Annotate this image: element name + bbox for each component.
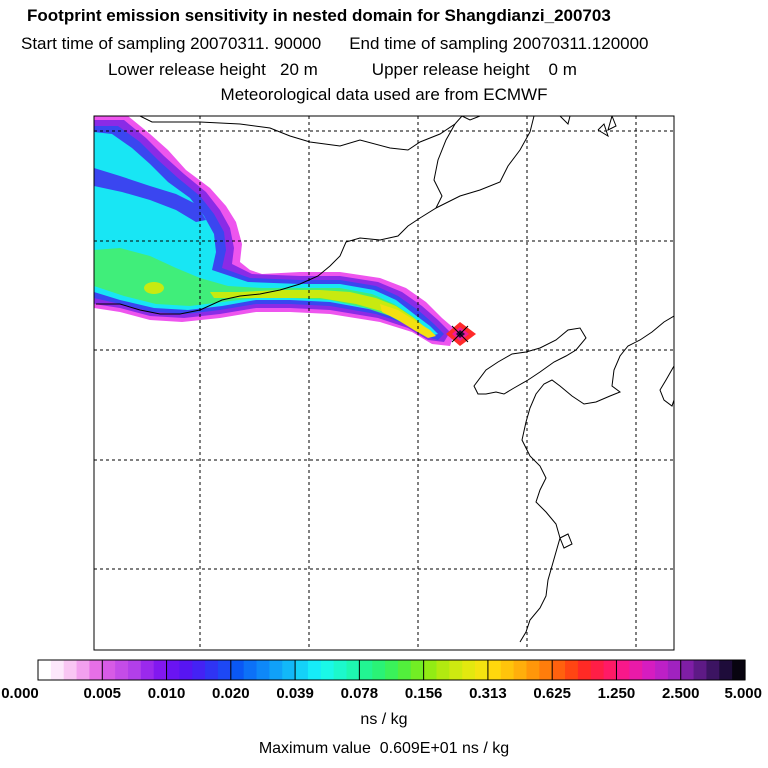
colorbar-swatch bbox=[642, 660, 656, 680]
colorbar-swatch bbox=[205, 660, 219, 680]
colorbar-swatch bbox=[667, 660, 682, 680]
colorbar-tick-label: 0.010 bbox=[148, 685, 186, 702]
plume-yellow-band bbox=[380, 304, 436, 338]
colorbar-swatch bbox=[462, 660, 476, 680]
colorbar-swatch bbox=[102, 660, 116, 680]
units-label: ns / kg bbox=[360, 711, 408, 728]
colorbar-swatch bbox=[140, 660, 155, 680]
source-cross bbox=[451, 325, 469, 343]
colorbar-tick-label: 5.000 bbox=[724, 685, 762, 702]
start-time-label: Start time of sampling 20070311. 90000 bbox=[21, 34, 322, 53]
plume-green-band bbox=[94, 248, 426, 332]
colorbar-swatch bbox=[449, 660, 463, 680]
colorbar-swatch bbox=[397, 660, 412, 680]
colorbar-swatch bbox=[230, 660, 245, 680]
colorbar-swatch bbox=[89, 660, 103, 680]
colorbar-swatch bbox=[732, 660, 746, 680]
colorbar-outline bbox=[37, 659, 746, 681]
colorbar-tick-label: 1.250 bbox=[598, 685, 636, 702]
colorbar-swatch bbox=[76, 660, 91, 680]
colorbar-swatch bbox=[680, 660, 695, 680]
colorbar-tick-labels: 0.000 0.005 0.010 0.020 0.039 0.078 0.156 0.313… bbox=[1, 660, 762, 702]
colorbar-tick-label: 2.500 bbox=[662, 685, 700, 702]
colorbar-swatch bbox=[307, 660, 322, 680]
colorbar-swatch bbox=[410, 660, 425, 680]
colorbar-swatch bbox=[282, 660, 296, 680]
max-value-label: Maximum value 0.609E+01 ns / kg bbox=[258, 740, 510, 757]
colorbar-tick-label: 0.625 bbox=[533, 685, 571, 702]
colorbar-swatch bbox=[590, 660, 605, 680]
colorbar-swatch bbox=[217, 660, 232, 680]
colorbar-swatch bbox=[243, 660, 258, 680]
colorbar-swatch bbox=[333, 660, 348, 680]
end-time-label: End time of sampling 20070311.120000 bbox=[349, 34, 649, 53]
colorbar-tick-label: 0.000 bbox=[1, 685, 39, 702]
sampling-times: Start time of sampling 20070311. 90000 En… bbox=[0, 34, 761, 54]
colorbar-tick-label: 0.039 bbox=[276, 685, 314, 702]
plume-blue-streak bbox=[94, 168, 206, 222]
colorbar-swatch bbox=[719, 660, 733, 680]
colorbar-swatch bbox=[38, 660, 52, 680]
colorbar-swatch bbox=[166, 660, 180, 680]
colorbar-swatch bbox=[320, 660, 335, 680]
colorbar-swatch bbox=[616, 660, 630, 680]
colorbar-swatch bbox=[552, 660, 566, 680]
colorbar-swatch bbox=[577, 660, 592, 680]
colorbar-tick-label: 0.005 bbox=[83, 685, 121, 702]
colorbar-swatch bbox=[655, 660, 669, 680]
colorbar-swatch bbox=[487, 660, 502, 680]
colorbar-tick-label: 0.313 bbox=[469, 685, 507, 702]
colorbar-swatch bbox=[50, 660, 65, 680]
colorbar-swatch bbox=[513, 660, 528, 680]
colorbar-swatch bbox=[269, 660, 283, 680]
colorbar-swatch bbox=[346, 660, 360, 680]
colorbar-swatch bbox=[629, 660, 643, 680]
colorbar-swatch bbox=[539, 660, 553, 680]
plume-green-blob bbox=[96, 264, 116, 280]
map-frame bbox=[93, 115, 675, 651]
lat-lon-grid bbox=[94, 116, 674, 650]
colorbar-swatch bbox=[436, 660, 450, 680]
colorbar-swatch bbox=[295, 660, 309, 680]
footprint-plume bbox=[94, 116, 674, 650]
colorbar-swatch bbox=[706, 660, 720, 680]
colorbar-swatch bbox=[359, 660, 373, 680]
coastlines bbox=[96, 116, 674, 643]
colorbar-swatch bbox=[153, 660, 168, 680]
colorbar-swatch bbox=[565, 660, 579, 680]
colorbar-swatch bbox=[179, 660, 193, 680]
colorbar-tick-label: 0.020 bbox=[212, 685, 250, 702]
lower-release-label: Lower release height 20 m bbox=[108, 60, 318, 79]
colorbar-swatch bbox=[603, 660, 618, 680]
colorbar-swatch bbox=[115, 660, 129, 680]
colorbar-swatch bbox=[500, 660, 515, 680]
colorbar-swatch bbox=[127, 660, 142, 680]
colorbar-tick-label: 0.078 bbox=[341, 685, 379, 702]
colorbar-swatch bbox=[63, 660, 78, 680]
map-title: Footprint emission sensitivity in nested… bbox=[27, 6, 611, 25]
colorbar-swatch bbox=[423, 660, 438, 680]
colorbar-swatch bbox=[693, 660, 708, 680]
colorbar-swatch bbox=[256, 660, 270, 680]
colorbar-swatch bbox=[372, 660, 386, 680]
colorbar bbox=[37, 659, 746, 681]
met-data-label: Meteorological data used are from ECMWF bbox=[220, 85, 548, 104]
plume-yellow-blob bbox=[144, 282, 164, 294]
colorbar-swatch bbox=[526, 660, 540, 680]
colorbar-swatch bbox=[192, 660, 206, 680]
colorbar-swatch bbox=[385, 660, 399, 680]
colorbar-tick-label: 0.156 bbox=[405, 685, 443, 702]
colorbar-swatch bbox=[475, 660, 489, 680]
plume-yellowgreen-band bbox=[210, 290, 426, 330]
release-heights: Lower release height 20 m Upper release h… bbox=[0, 60, 768, 80]
upper-release-label: Upper release height 0 m bbox=[371, 60, 577, 79]
